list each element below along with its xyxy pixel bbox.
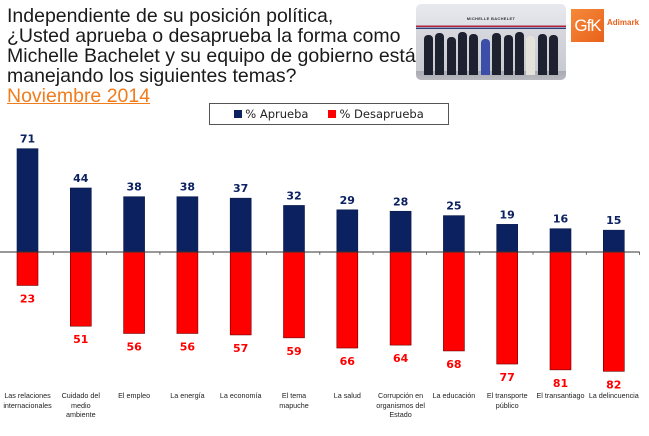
bar-aprueba (336, 209, 359, 253)
category-label-line: La delincuencia (588, 391, 639, 400)
legend-swatch-desaprueba (328, 110, 337, 118)
legend-swatch-aprueba (234, 110, 243, 118)
data-label-desaprueba: 59 (286, 345, 301, 358)
photo-caption: MICHELLE BACHELET (466, 16, 516, 21)
category-label-line: El transporte (486, 391, 528, 400)
bar-aprueba (70, 187, 92, 253)
legend-item-aprueba: % Aprueba (234, 107, 308, 121)
bar-aprueba (389, 210, 412, 253)
chart-title: Independiente de su posición política, ¿… (7, 5, 427, 87)
bar-desaprueba (16, 251, 39, 286)
bar-aprueba (602, 229, 625, 253)
legend-label: % Aprueba (245, 107, 309, 121)
title-line: Michelle Bachelet y su equipo de gobiern… (7, 45, 427, 67)
category-label-line: Estado (389, 410, 412, 419)
bar-aprueba (283, 205, 305, 253)
category-label-line: ambiente (66, 410, 96, 419)
category-label-line: La salud (333, 391, 361, 400)
data-label-aprueba: 38 (126, 181, 141, 194)
category-label-line: Corrupción en (378, 391, 424, 400)
data-label-aprueba: 15 (606, 214, 621, 227)
bar-aprueba (176, 196, 199, 253)
title-line: Independiente de su posición política, (7, 5, 334, 27)
bar-desaprueba (602, 251, 625, 372)
category-label-line: Cuidado del (61, 391, 100, 400)
bar-desaprueba (70, 251, 92, 327)
category-label: La delincuencia (583, 391, 645, 401)
category-label: El transporte público (476, 391, 538, 410)
category-label: La salud (316, 391, 378, 401)
category-label-line: internacionales (3, 400, 52, 410)
data-label-desaprueba: 82 (606, 378, 621, 391)
category-label: Corrupción en organismos del Estado (370, 391, 432, 420)
category-label-line: El tema (281, 391, 307, 400)
category-label: El transantiago (530, 391, 592, 401)
data-label-aprueba: 71 (20, 133, 35, 146)
bar-aprueba (443, 215, 465, 253)
bar-desaprueba (443, 251, 465, 352)
bar-desaprueba (389, 251, 412, 346)
bar-aprueba (123, 196, 145, 253)
category-label-line: La economía (219, 391, 262, 400)
data-label-aprueba: 32 (286, 189, 301, 202)
data-label-aprueba: 16 (553, 213, 569, 226)
bar-aprueba (496, 224, 519, 253)
data-label-desaprueba: 66 (340, 355, 356, 368)
data-label-desaprueba: 56 (126, 340, 142, 353)
bar-desaprueba (336, 251, 359, 349)
data-label-desaprueba: 68 (446, 358, 461, 371)
category-label: La energía (156, 391, 218, 401)
category-label-line: La educación (432, 391, 476, 400)
cabinet-photo: MICHELLE BACHELET (416, 4, 566, 80)
category-label-line: Las relaciones (4, 391, 51, 400)
category-label: El tema mapuche (263, 391, 325, 410)
chart-legend: % Aprueba % Desaprueba (209, 103, 449, 125)
data-label-aprueba: 38 (180, 181, 195, 194)
photo-people (424, 29, 558, 75)
data-label-desaprueba: 81 (553, 377, 568, 390)
bar-desaprueba (496, 251, 519, 365)
bar-aprueba (16, 148, 39, 253)
category-label-line: organismos del (376, 400, 425, 410)
data-label-aprueba: 19 (500, 208, 515, 221)
legend-label: % Desaprueba (339, 107, 424, 121)
legend-item-desaprueba: % Desaprueba (328, 107, 424, 121)
data-label-desaprueba: 57 (233, 342, 248, 355)
data-label-aprueba: 44 (73, 172, 89, 185)
category-label-line: mapuche (279, 400, 309, 410)
bar-desaprueba (283, 251, 305, 339)
bar-desaprueba (549, 251, 572, 371)
bar-desaprueba (229, 251, 252, 336)
adimark-brand: Adimark (607, 18, 640, 27)
category-label-line: La energía (170, 391, 205, 400)
title-line: ¿Usted aprueba o desaprueba la forma com… (7, 25, 401, 47)
gfk-logo: GfK (571, 9, 604, 42)
data-label-desaprueba: 77 (500, 371, 515, 384)
bar-aprueba (229, 197, 252, 253)
category-label: Cuidado del medio ambiente (50, 391, 112, 420)
data-label-aprueba: 25 (446, 200, 461, 213)
bar-desaprueba (123, 251, 145, 334)
category-label-line: El empleo (118, 391, 151, 400)
bar-desaprueba (176, 251, 199, 334)
data-label-aprueba: 37 (233, 182, 248, 195)
data-label-desaprueba: 51 (73, 333, 88, 346)
category-label-line: El transantiago (536, 391, 585, 400)
data-label-desaprueba: 64 (393, 352, 409, 365)
data-label-desaprueba: 56 (180, 340, 196, 353)
category-label: La economía (210, 391, 272, 401)
category-label-line: público (495, 400, 519, 410)
bar-aprueba (549, 228, 572, 253)
title-line: manejando los siguientes temas? (7, 65, 297, 87)
data-label-aprueba: 29 (340, 194, 355, 207)
data-label-aprueba: 28 (393, 195, 408, 208)
category-label-line: medio (71, 400, 91, 410)
data-label-desaprueba: 23 (20, 292, 35, 305)
category-label: La educación (423, 391, 485, 401)
category-label: Las relaciones internacionales (0, 391, 59, 410)
category-label: El empleo (103, 391, 165, 401)
survey-date: Noviembre 2014 (7, 85, 151, 107)
